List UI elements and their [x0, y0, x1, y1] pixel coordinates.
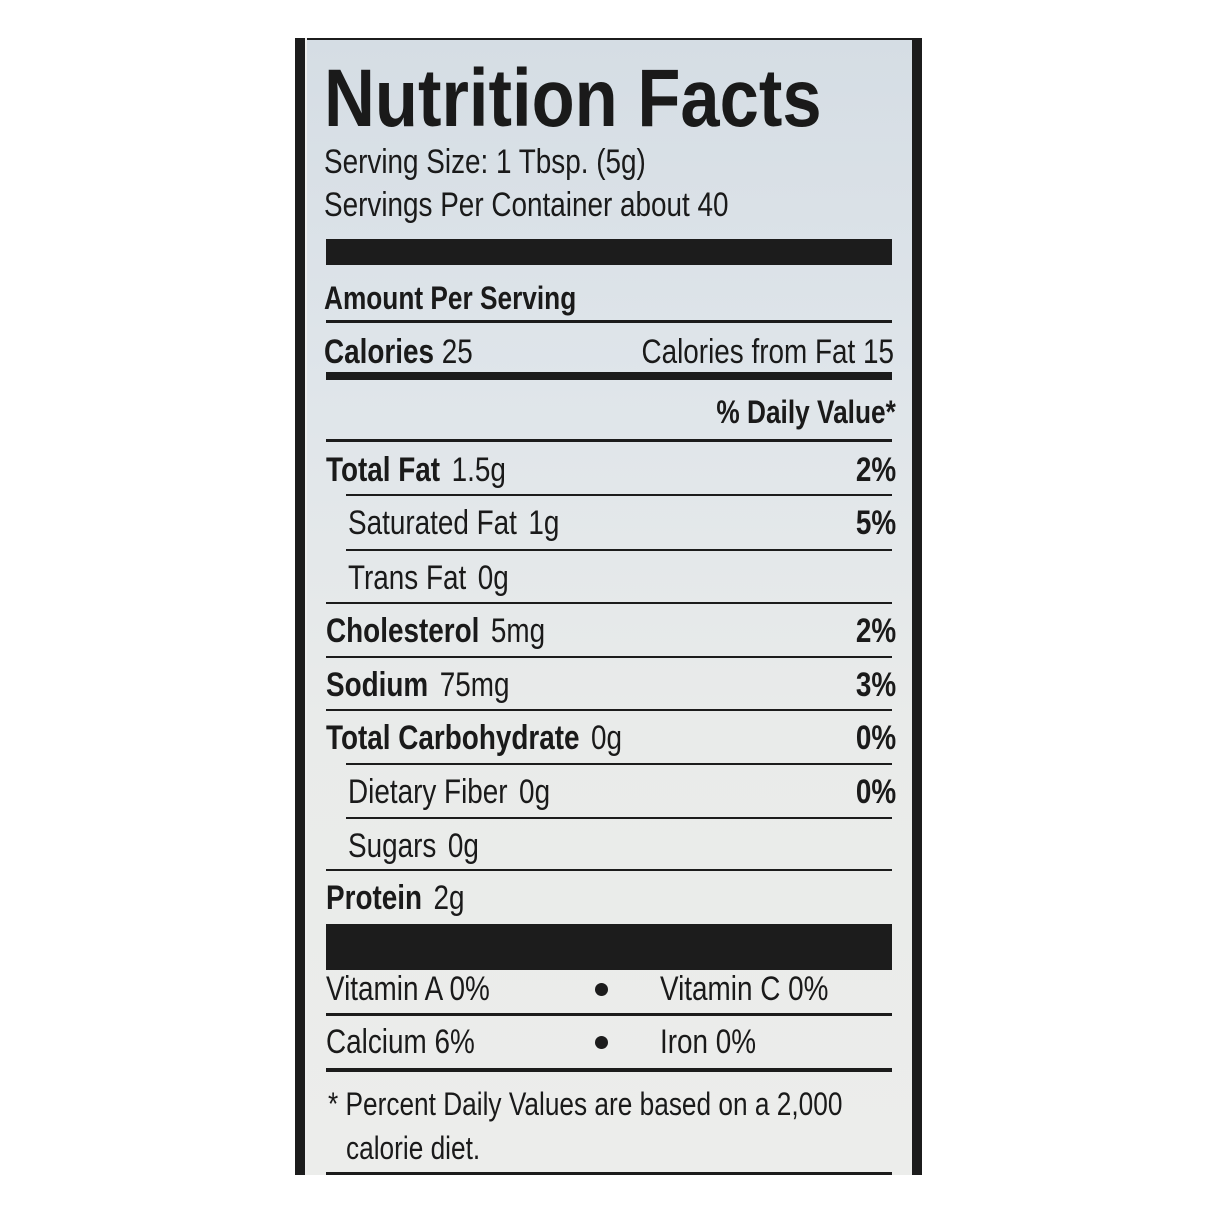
calories-row: Calories 25: [324, 335, 473, 369]
servings-per-container: Servings Per Container about 40: [324, 186, 729, 224]
row-divider: [326, 439, 892, 442]
nutrient-label: Sugars: [348, 827, 437, 865]
nutrient-label: Total Carbohydrate: [326, 719, 580, 757]
divider: [326, 1172, 892, 1175]
row-divider: [346, 549, 892, 551]
divider: [326, 1013, 892, 1016]
row-divider: [326, 656, 892, 658]
calories-value: 25: [441, 333, 473, 371]
nutrient-label: Total Fat: [326, 451, 441, 489]
nutrient-row: Trans Fat 0g: [348, 561, 509, 595]
footnote-line-2: calorie diet.: [346, 1130, 481, 1166]
row-divider: [346, 817, 892, 819]
nutrient-amount: 0g: [447, 827, 479, 865]
amount-per-serving: Amount Per Serving: [324, 280, 577, 316]
vitamin-a: Vitamin A 0%: [326, 970, 490, 1008]
calories-from-fat: Calories from Fat 15: [641, 333, 894, 371]
label-inner-border: [305, 38, 307, 1175]
nutrient-amount: 0g: [591, 719, 623, 757]
nutrient-daily-value: 2%: [855, 451, 896, 489]
nutrient-row: Sodium 75mg: [326, 668, 509, 702]
nutrient-row: Saturated Fat 1g: [348, 506, 559, 540]
row-divider: [346, 763, 892, 765]
nutrient-amount: 0g: [477, 559, 509, 597]
label-title: Nutrition Facts: [324, 53, 822, 144]
calcium: Calcium 6%: [326, 1023, 475, 1061]
nutrient-label: Saturated Fat: [348, 504, 517, 542]
nutrient-row: Protein 2g: [326, 881, 465, 915]
bullet-icon: [595, 1036, 608, 1049]
nutrient-label: Cholesterol: [326, 612, 480, 650]
thick-divider-bottom: [326, 924, 892, 970]
nutrient-row: Dietary Fiber 0g: [348, 775, 550, 809]
daily-value-header: % Daily Value*: [716, 394, 896, 430]
footnote-line-1: * Percent Daily Values are based on a 2,…: [328, 1086, 843, 1122]
nutrient-amount: 0g: [519, 773, 551, 811]
serving-size: Serving Size: 1 Tbsp. (5g): [324, 143, 646, 181]
row-divider: [326, 869, 892, 871]
nutrient-label: Protein: [326, 879, 423, 917]
nutrient-label: Dietary Fiber: [348, 773, 508, 811]
iron: Iron 0%: [660, 1023, 757, 1061]
thick-divider: [326, 239, 892, 265]
nutrient-daily-value: 0%: [855, 719, 896, 757]
row-divider: [326, 602, 892, 604]
nutrient-row: Sugars 0g: [348, 829, 479, 863]
row-divider: [326, 709, 892, 711]
bullet-icon: [595, 983, 608, 996]
nutrient-amount: 5mg: [490, 612, 546, 650]
medium-divider: [326, 372, 892, 380]
calories-label: Calories: [324, 333, 435, 371]
nutrition-facts-label: [295, 38, 922, 1175]
nutrient-row: Total Fat 1.5g: [326, 453, 506, 487]
nutrient-row: Total Carbohydrate 0g: [326, 721, 622, 755]
row-divider: [346, 494, 892, 496]
nutrient-amount: 1g: [528, 504, 560, 542]
nutrient-label: Sodium: [326, 666, 429, 704]
nutrient-row: Cholesterol 5mg: [326, 614, 545, 648]
nutrient-daily-value: 5%: [855, 504, 896, 542]
nutrient-label: Trans Fat: [348, 559, 467, 597]
nutrient-amount: 2g: [433, 879, 465, 917]
nutrient-daily-value: 0%: [855, 773, 896, 811]
nutrient-daily-value: 3%: [855, 666, 896, 704]
divider: [326, 320, 892, 323]
nutrient-daily-value: 2%: [855, 612, 896, 650]
nutrient-amount: 75mg: [439, 666, 510, 704]
vitamin-c: Vitamin C 0%: [660, 970, 829, 1008]
divider: [326, 1068, 892, 1072]
nutrient-amount: 1.5g: [451, 451, 506, 489]
